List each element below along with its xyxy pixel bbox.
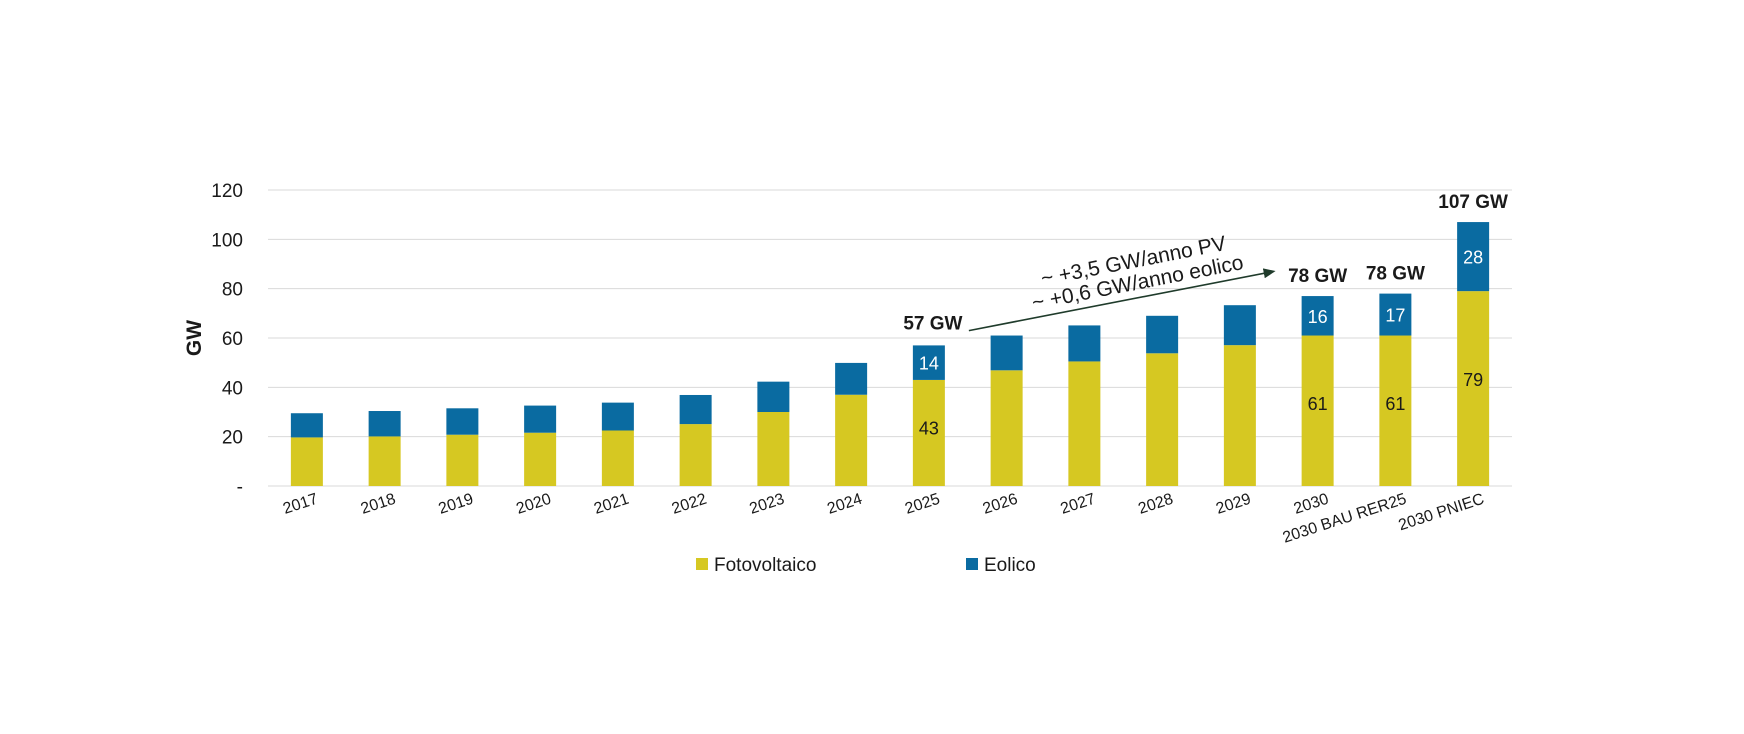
bar-fotovoltaico bbox=[290, 437, 323, 486]
bar-eolico bbox=[757, 381, 790, 412]
x-tick-label: 2024 bbox=[825, 491, 864, 518]
bar-eolico bbox=[601, 402, 634, 431]
data-label: 28 bbox=[1463, 248, 1483, 268]
bar-eolico bbox=[290, 413, 323, 438]
bar-fotovoltaico bbox=[446, 434, 479, 486]
total-label: 107 GW bbox=[1438, 192, 1508, 213]
bar-fotovoltaico bbox=[1223, 345, 1256, 486]
x-tick-label: 2029 bbox=[1214, 491, 1253, 518]
total-label: 57 GW bbox=[903, 313, 962, 334]
x-tick-label: 2027 bbox=[1059, 491, 1098, 518]
x-tick-label: 2019 bbox=[437, 491, 476, 518]
legend-swatch bbox=[966, 558, 978, 570]
bar-fotovoltaico bbox=[757, 412, 790, 486]
data-label: 14 bbox=[919, 354, 939, 374]
bar-fotovoltaico bbox=[1301, 335, 1334, 486]
y-axis-label: GW bbox=[183, 320, 206, 356]
y-tick-label: 100 bbox=[211, 230, 243, 251]
x-tick-label: 2017 bbox=[281, 491, 320, 518]
data-label: 17 bbox=[1385, 306, 1405, 326]
y-tick-label: 40 bbox=[222, 378, 243, 399]
legend-label: Fotovoltaico bbox=[714, 555, 816, 576]
x-tick-label: 2030 PNIEC bbox=[1397, 491, 1487, 535]
y-tick-label: 80 bbox=[222, 280, 243, 301]
y-tick-label: 60 bbox=[222, 329, 243, 350]
legend-swatch bbox=[696, 558, 708, 570]
bar-fotovoltaico bbox=[1068, 361, 1101, 486]
bar-eolico bbox=[835, 362, 868, 395]
bar-fotovoltaico bbox=[912, 379, 945, 486]
bar-eolico bbox=[990, 335, 1023, 371]
x-axis-ticks: 2017 2018 2019 2020 2021 2022 2023 2024 2025 2026… bbox=[281, 491, 1486, 547]
x-tick-label: 2018 bbox=[359, 491, 398, 518]
trend-arrow bbox=[968, 268, 1276, 332]
x-tick-label: 2021 bbox=[592, 491, 631, 518]
total-label: 78 GW bbox=[1288, 266, 1347, 287]
x-tick-label: 2020 bbox=[514, 491, 553, 518]
x-tick-label: 2026 bbox=[981, 491, 1020, 518]
y-tick-label: - bbox=[237, 477, 243, 498]
bar-fotovoltaico bbox=[368, 436, 401, 486]
x-tick-label: 2025 bbox=[903, 491, 942, 518]
data-labels: 43 14 61 16 61 17 79 28 57 GW 78 GW 78 GW 107 GW bbox=[903, 192, 1508, 439]
bar-eolico bbox=[368, 411, 401, 437]
bar-eolico bbox=[1457, 222, 1490, 292]
y-axis-ticks: - 20 40 60 80 100 120 bbox=[211, 181, 243, 498]
data-label: 79 bbox=[1463, 370, 1483, 390]
x-tick-label: 2028 bbox=[1136, 491, 1175, 518]
bar-fotovoltaico bbox=[1146, 353, 1179, 486]
bar-eolico bbox=[679, 394, 712, 425]
bar-eolico bbox=[1379, 293, 1412, 336]
bar-fotovoltaico bbox=[990, 370, 1023, 486]
bar-fotovoltaico bbox=[524, 432, 557, 486]
bar-eolico bbox=[524, 405, 557, 433]
x-tick-label: 2023 bbox=[748, 491, 787, 518]
data-label: 61 bbox=[1308, 394, 1328, 414]
x-tick-label: 2022 bbox=[670, 491, 709, 518]
bars bbox=[290, 222, 1490, 486]
data-label: 61 bbox=[1385, 394, 1405, 414]
legend-label: Eolico bbox=[984, 555, 1036, 576]
bar-fotovoltaico bbox=[835, 394, 868, 486]
bar-eolico bbox=[1223, 305, 1256, 346]
y-tick-label: 120 bbox=[211, 181, 243, 202]
legend: Fotovoltaico Eolico bbox=[696, 555, 1036, 576]
bar-eolico bbox=[446, 408, 479, 435]
bar-eolico bbox=[1068, 325, 1101, 362]
data-label: 43 bbox=[919, 419, 939, 439]
y-tick-label: 20 bbox=[222, 428, 243, 449]
bar-fotovoltaico bbox=[679, 424, 712, 486]
bar-eolico bbox=[1146, 315, 1179, 354]
total-label: 78 GW bbox=[1366, 264, 1425, 285]
data-label: 16 bbox=[1308, 307, 1328, 327]
bar-fotovoltaico bbox=[601, 430, 634, 486]
bar-eolico bbox=[1301, 296, 1334, 336]
x-tick-label: 2030 bbox=[1292, 491, 1331, 518]
bar-fotovoltaico bbox=[1457, 291, 1490, 486]
bar-eolico bbox=[912, 345, 945, 380]
bar-fotovoltaico bbox=[1379, 335, 1412, 486]
